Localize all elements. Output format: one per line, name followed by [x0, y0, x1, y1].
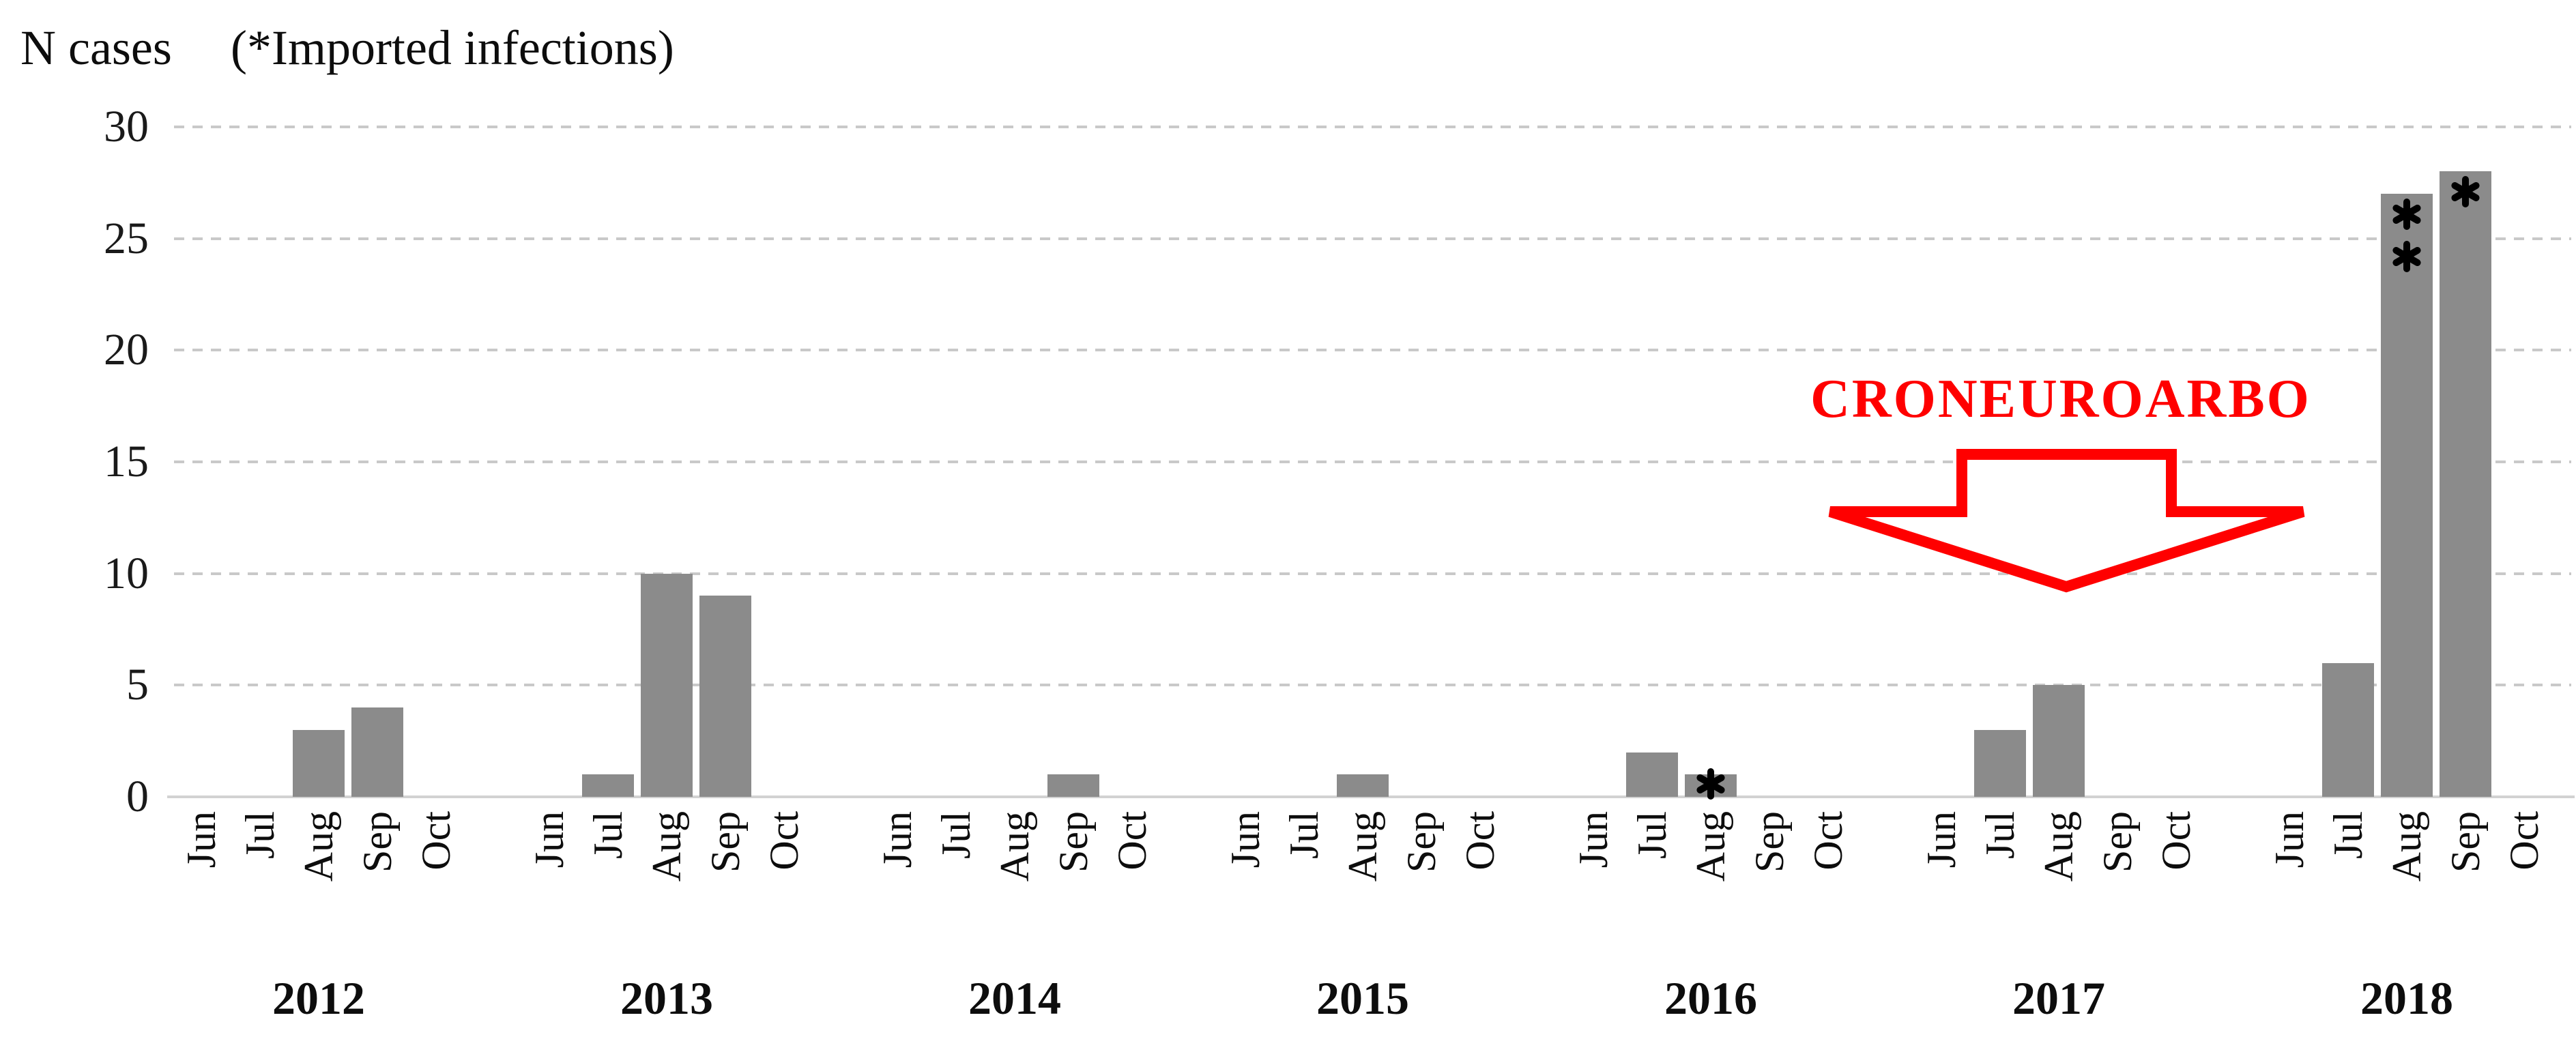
month-label-2018-sep: Sep	[2443, 811, 2488, 873]
month-label-2017-aug: Aug	[2036, 811, 2081, 882]
bar-2018-jul	[2322, 662, 2374, 797]
bar-2012-sep	[351, 707, 403, 797]
year-label-2014: 2014	[968, 972, 1061, 1024]
bar-2012-aug	[293, 729, 345, 797]
month-label-2015-jul: Jul	[1282, 811, 1327, 860]
month-label-2014-jul: Jul	[934, 811, 979, 860]
gridline-10	[174, 572, 2571, 575]
gridline-20	[174, 349, 2571, 352]
month-label-2013-jul: Jul	[585, 811, 631, 860]
year-label-2012: 2012	[272, 972, 365, 1024]
month-label-2016-oct: Oct	[1806, 811, 1851, 871]
month-label-2018-jun: Jun	[2267, 811, 2312, 868]
month-label-2014-sep: Sep	[1051, 811, 1096, 873]
month-label-2018-jul: Jul	[2326, 811, 2371, 860]
gridline-5	[174, 684, 2571, 687]
month-label-2016-jul: Jul	[1630, 811, 1675, 860]
month-label-2013-oct: Oct	[762, 811, 807, 871]
annotation-label: CRONEUROARBO	[1810, 369, 2311, 429]
y-tick-label-10: 10	[104, 548, 149, 598]
y-axis-title: N cases	[20, 20, 172, 75]
month-label-2012-sep: Sep	[355, 811, 400, 873]
month-label-2012-oct: Oct	[414, 811, 459, 871]
month-label-2015-jun: Jun	[1223, 811, 1268, 868]
bar-2015-aug	[1337, 774, 1389, 797]
bar-2018-sep	[2440, 171, 2491, 797]
month-label-2016-jun: Jun	[1571, 811, 1616, 868]
month-label-2012-aug: Aug	[296, 811, 341, 882]
month-label-2014-jun: Jun	[875, 811, 920, 868]
gridline-30	[174, 126, 2571, 128]
gridline-25	[174, 237, 2571, 240]
x-axis-line	[167, 795, 2575, 798]
y-tick-label-20: 20	[104, 325, 149, 375]
month-label-2018-aug: Aug	[2384, 811, 2429, 882]
month-label-2016-aug: Aug	[1688, 811, 1733, 882]
bar-2013-aug	[641, 573, 693, 797]
imported-asterisk-icon	[2390, 240, 2423, 273]
month-label-2013-jun: Jun	[527, 811, 572, 868]
imported-asterisk-icon	[2449, 175, 2482, 208]
month-label-2015-aug: Aug	[1340, 811, 1385, 882]
y-tick-label-5: 5	[126, 660, 149, 710]
month-label-2013-sep: Sep	[703, 811, 748, 873]
year-label-2016: 2016	[1664, 972, 1757, 1024]
bar-2013-jul	[582, 774, 634, 797]
month-label-2013-aug: Aug	[644, 811, 689, 882]
bar-2017-jul	[1974, 729, 2026, 797]
month-label-2017-sep: Sep	[2095, 811, 2140, 873]
year-label-2015: 2015	[1316, 972, 1409, 1024]
month-label-2014-aug: Aug	[992, 811, 1037, 882]
year-label-2013: 2013	[620, 972, 713, 1024]
croneuroarbo-down-arrow-icon	[1828, 449, 2305, 593]
imported-asterisk-icon	[1694, 768, 1727, 800]
month-label-2012-jul: Jul	[237, 811, 283, 860]
imported-infections-note: (*Imported infections)	[231, 20, 674, 75]
y-tick-label-30: 30	[104, 102, 149, 151]
month-label-2014-oct: Oct	[1110, 811, 1155, 871]
month-label-2015-sep: Sep	[1399, 811, 1444, 873]
month-label-2016-sep: Sep	[1747, 811, 1792, 873]
gridline-15	[174, 461, 2571, 463]
imported-asterisk-icon	[2390, 198, 2423, 231]
year-label-2018: 2018	[2360, 972, 2453, 1024]
month-label-2012-jun: Jun	[179, 811, 224, 868]
y-tick-label-25: 25	[104, 213, 149, 263]
bar-2014-sep	[1047, 774, 1099, 797]
bar-2018-aug	[2381, 194, 2433, 797]
bar-2017-aug	[2033, 685, 2085, 797]
month-label-2017-oct: Oct	[2154, 811, 2199, 871]
bar-2013-sep	[699, 596, 751, 797]
month-label-2015-oct: Oct	[1458, 811, 1503, 871]
y-tick-label-15: 15	[104, 437, 149, 486]
y-tick-label-0: 0	[126, 772, 149, 821]
month-label-2017-jun: Jun	[1919, 811, 1964, 868]
month-label-2018-oct: Oct	[2502, 811, 2547, 871]
bar-2016-jul	[1626, 752, 1678, 797]
year-label-2017: 2017	[2012, 972, 2105, 1024]
month-label-2017-jul: Jul	[1978, 811, 2023, 860]
